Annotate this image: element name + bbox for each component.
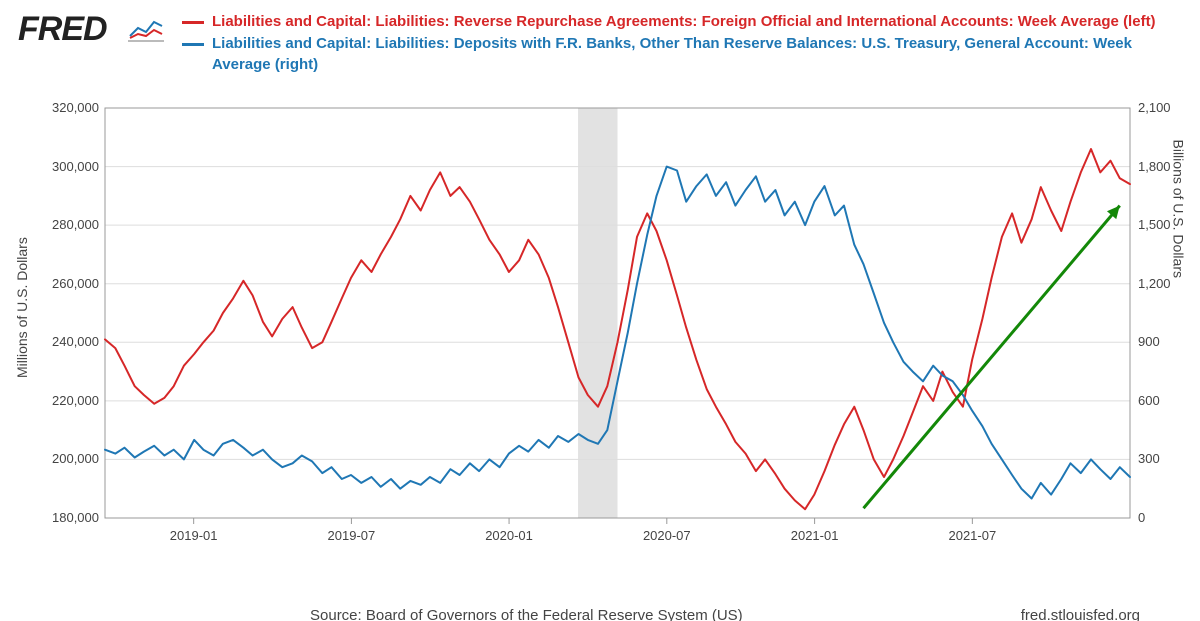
tick-label: 1,800: [1138, 159, 1188, 174]
tick-label: 180,000: [39, 510, 99, 525]
tick-label: 600: [1138, 393, 1188, 408]
footer-site: fred.stlouisfed.org: [1021, 607, 1140, 621]
plot-area: Millions of U.S. Dollars Billions of U.S…: [0, 98, 1200, 568]
tick-label: 320,000: [39, 100, 99, 115]
footer-source: Source: Board of Governors of the Federa…: [310, 607, 743, 621]
tick-label: 300: [1138, 451, 1188, 466]
legend-text-1: Liabilities and Capital: Liabilities: Re…: [212, 12, 1156, 32]
tick-label: 280,000: [39, 217, 99, 232]
tick-label: 2021-01: [775, 528, 855, 543]
fred-logo: FRED: [18, 10, 107, 49]
chart-root: FRED Liabilities and Capital: Liabilitie…: [0, 0, 1200, 621]
legend-item-2: Liabilities and Capital: Liabilities: De…: [182, 34, 1182, 75]
fred-logo-chart-icon: [128, 18, 164, 42]
legend-item-1: Liabilities and Capital: Liabilities: Re…: [182, 12, 1182, 32]
tick-label: 1,200: [1138, 276, 1188, 291]
tick-label: 240,000: [39, 334, 99, 349]
tick-label: 900: [1138, 334, 1188, 349]
y-axis-left-label: Millions of U.S. Dollars: [14, 237, 30, 378]
legend-text-2: Liabilities and Capital: Liabilities: De…: [212, 34, 1172, 75]
tick-label: 2019-01: [154, 528, 234, 543]
legend-swatch-red: [182, 21, 204, 24]
tick-label: 2021-07: [932, 528, 1012, 543]
tick-label: 260,000: [39, 276, 99, 291]
tick-label: 300,000: [39, 159, 99, 174]
tick-label: 1,500: [1138, 217, 1188, 232]
tick-label: 0: [1138, 510, 1188, 525]
legend: Liabilities and Capital: Liabilities: Re…: [182, 12, 1182, 77]
tick-label: 220,000: [39, 393, 99, 408]
plot-svg: [0, 98, 1200, 568]
tick-label: 2,100: [1138, 100, 1188, 115]
tick-label: 2020-07: [627, 528, 707, 543]
tick-label: 2020-01: [469, 528, 549, 543]
tick-label: 2019-07: [311, 528, 391, 543]
legend-swatch-blue: [182, 43, 204, 46]
tick-label: 200,000: [39, 451, 99, 466]
